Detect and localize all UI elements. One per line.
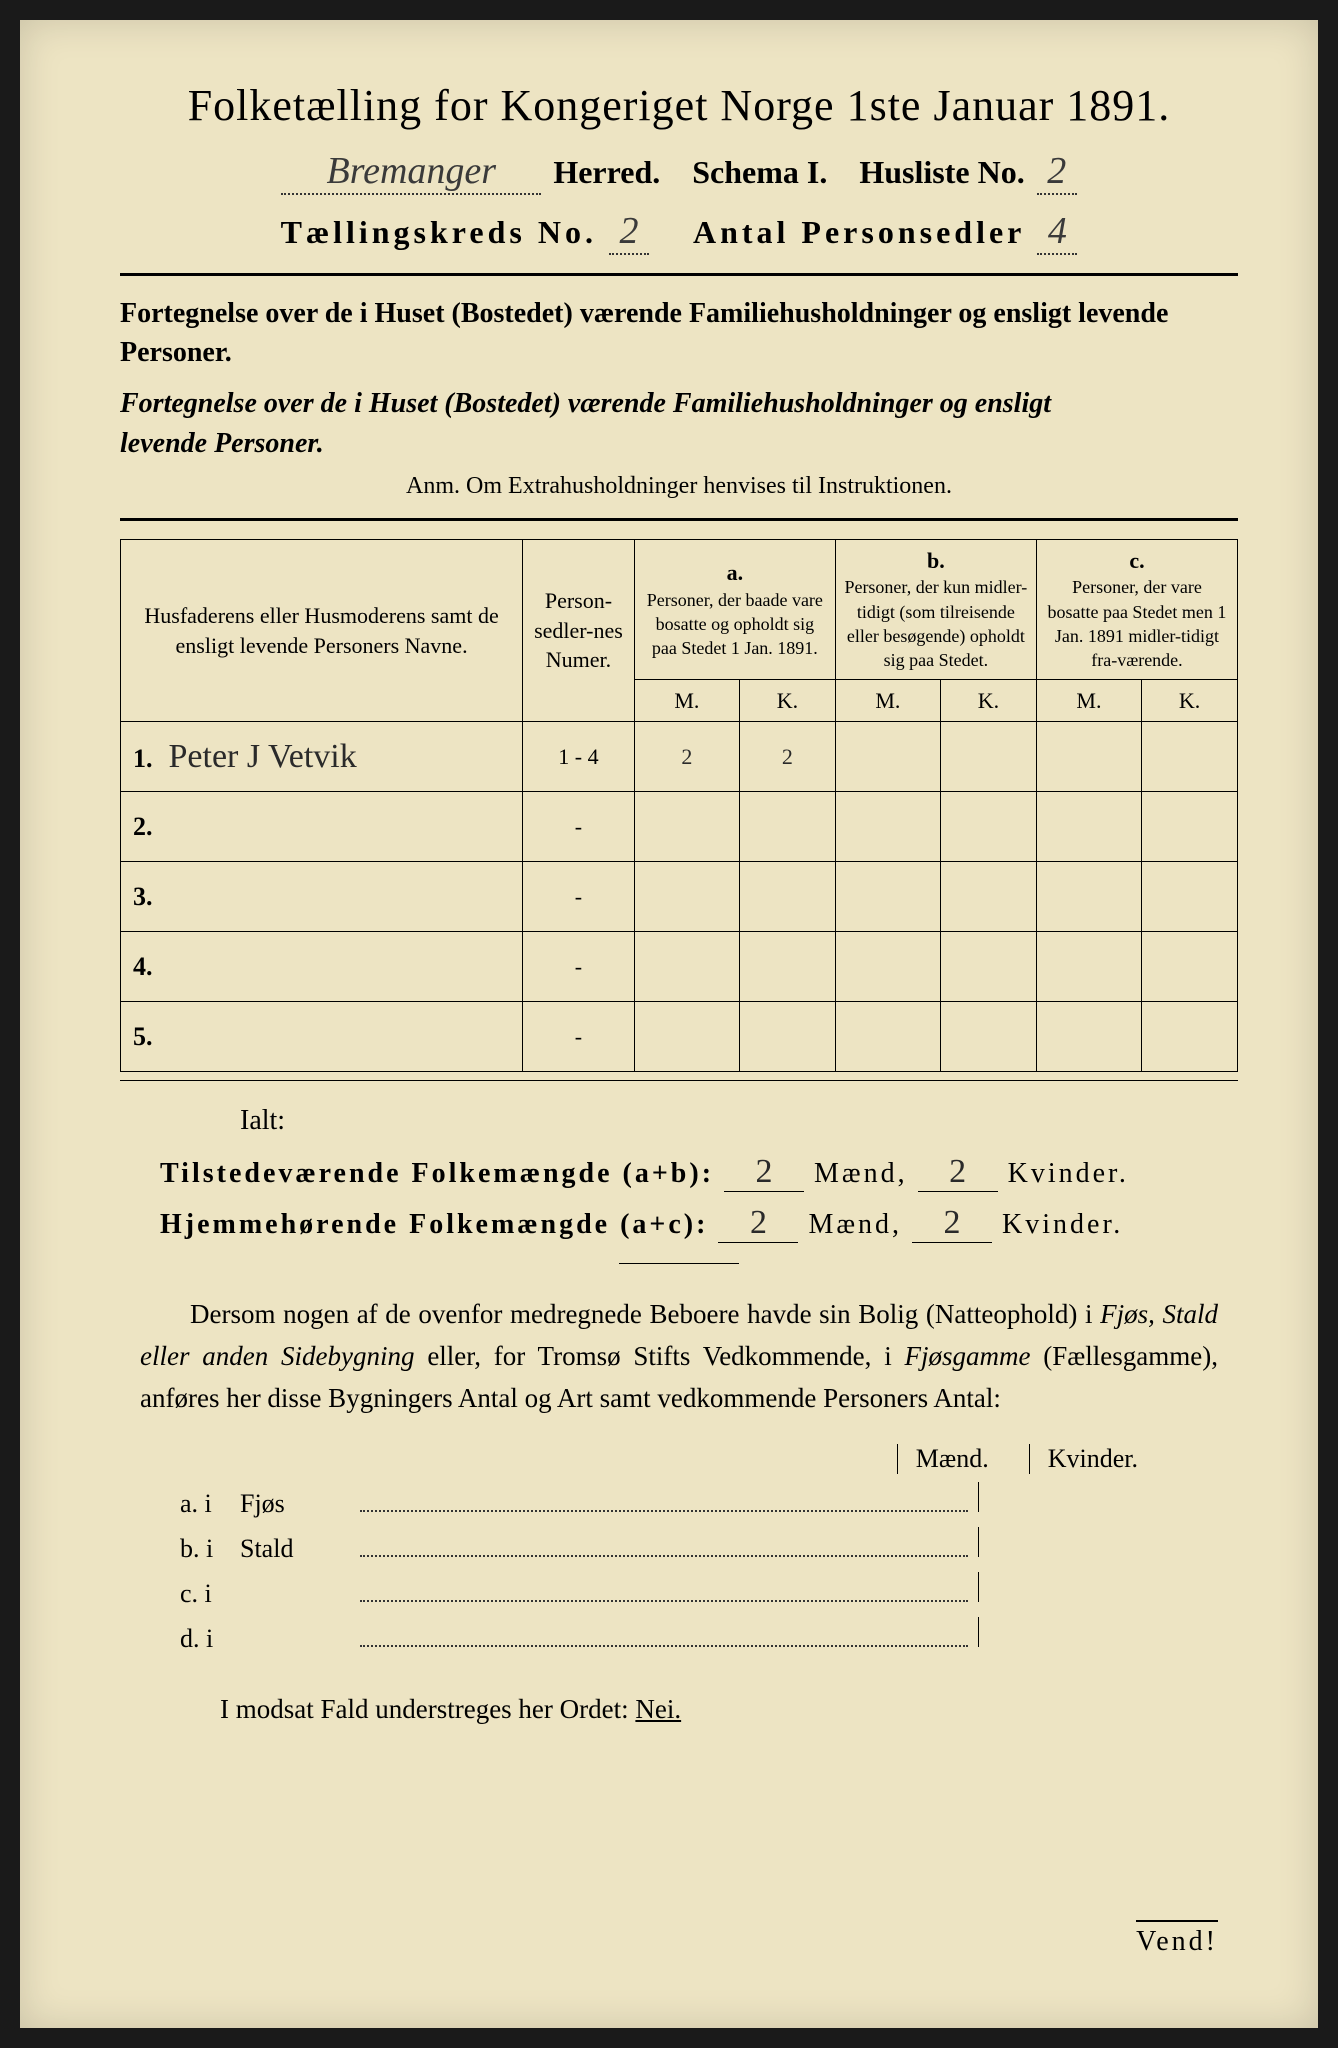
- col-header-c: c. Personer, der vare bosatte paa Stedet…: [1036, 539, 1237, 679]
- building-list: a. i Fjøs b. i Stald c. i d. i: [180, 1482, 1238, 1654]
- col-header-a: a. Personer, der baade vare bosatte og o…: [634, 539, 835, 679]
- divider: [120, 1080, 1238, 1081]
- mk-b-k: K.: [940, 679, 1036, 722]
- col-header-numer: Person-sedler-nes Numer.: [523, 539, 635, 722]
- census-form-page: Folketælling for Kongeriget Norge 1ste J…: [20, 20, 1318, 2028]
- nei-line: I modsat Fald understreges her Ordet: Ne…: [220, 1694, 1238, 1725]
- summary-present: Tilstedeværende Folkemængde (a+b): 2 Mæn…: [160, 1153, 1238, 1192]
- mk-header: Mænd. Kvinder.: [120, 1444, 1138, 1474]
- maend-label: Mænd.: [897, 1444, 989, 1474]
- anm-note: Anm. Om Extrahusholdninger henvises til …: [120, 473, 1238, 500]
- kreds-label: Tællingskreds No.: [281, 214, 597, 251]
- col-header-name: Husfaderens eller Husmoderens samt de en…: [121, 539, 523, 722]
- personsedler-value: 4: [1037, 209, 1077, 255]
- instructions-paragraph: Dersom nogen af de ovenfor medregnede Be…: [140, 1294, 1218, 1420]
- subtitle-text: Fortegnelse over de i Huset (Bostedet) v…: [120, 384, 1238, 462]
- list-item: a. i Fjøs: [180, 1482, 1238, 1519]
- mk-c-m: M.: [1036, 679, 1141, 722]
- vend-label: Vend!: [1136, 1920, 1218, 1958]
- mk-a-k: K.: [739, 679, 835, 722]
- name-cell: Peter J Vetvik: [169, 738, 357, 775]
- divider: [120, 273, 1238, 276]
- col-header-b: b. Personer, der kun midler-tidigt (som …: [835, 539, 1036, 679]
- mk-a-m: M.: [634, 679, 739, 722]
- table-row: 1. Peter J Vetvik 1 - 4 2 2: [121, 722, 1238, 792]
- subtitle: Fortegnelse over de i Huset (Bostedet) v…: [120, 294, 1238, 372]
- table-row: 5. -: [121, 1002, 1238, 1072]
- herred-label: Herred.: [553, 154, 660, 191]
- header-line-2: Tællingskreds No. 2 Antal Personsedler 4: [120, 209, 1238, 255]
- census-table: Husfaderens eller Husmoderens samt de en…: [120, 539, 1238, 1073]
- short-divider: [619, 1263, 739, 1264]
- list-item: c. i: [180, 1572, 1238, 1609]
- header-line-1: Bremanger Herred. Schema I. Husliste No.…: [120, 149, 1238, 195]
- table-row: 2. -: [121, 792, 1238, 862]
- mk-c-k: K.: [1142, 679, 1238, 722]
- list-item: d. i: [180, 1617, 1238, 1654]
- herred-value: Bremanger: [281, 149, 541, 195]
- husliste-label: Husliste No.: [859, 154, 1024, 191]
- ialt-label: Ialt:: [240, 1105, 1238, 1137]
- table-row: 3. -: [121, 862, 1238, 932]
- kreds-value: 2: [609, 209, 649, 255]
- schema-label: Schema I.: [692, 154, 827, 191]
- summary-resident: Hjemmehørende Folkemængde (a+c): 2 Mænd,…: [160, 1204, 1238, 1243]
- list-item: b. i Stald: [180, 1527, 1238, 1564]
- personsedler-label: Antal Personsedler: [693, 214, 1025, 251]
- page-title: Folketælling for Kongeriget Norge 1ste J…: [120, 80, 1238, 131]
- table-row: 4. -: [121, 932, 1238, 1002]
- mk-b-m: M.: [835, 679, 940, 722]
- husliste-value: 2: [1037, 149, 1077, 195]
- divider: [120, 518, 1238, 521]
- kvinder-label: Kvinder.: [1029, 1444, 1138, 1474]
